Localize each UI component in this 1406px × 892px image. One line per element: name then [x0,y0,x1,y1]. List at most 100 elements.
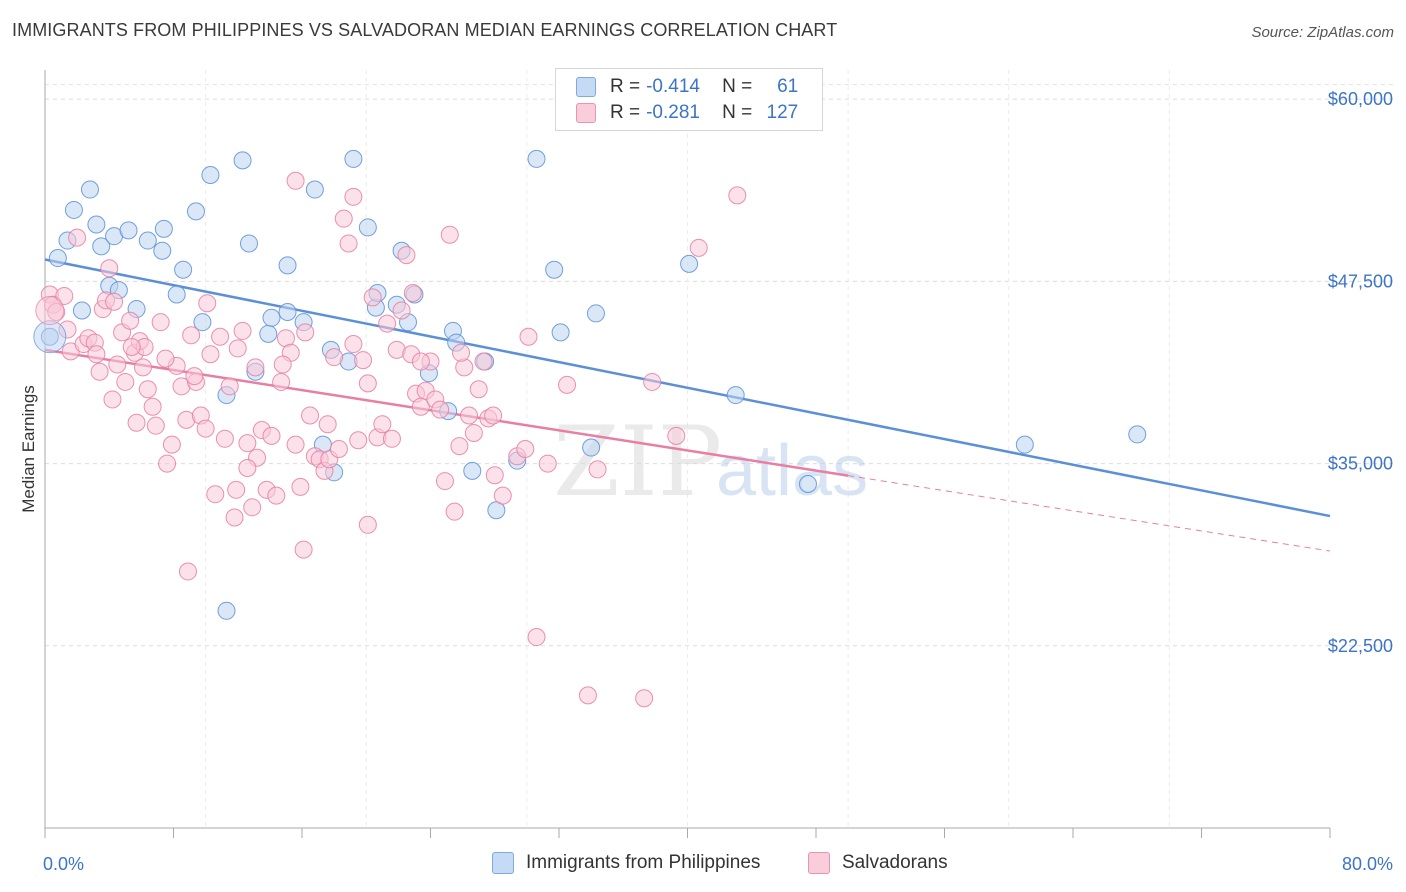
salvadoran-point [296,323,315,342]
salvadoran-point [493,486,512,505]
salvadoran-point [403,284,422,303]
philippines-point [1128,425,1147,444]
salvadoran-point [100,259,119,278]
y-axis-label: Median Earnings [19,385,38,513]
salvadoran-point [349,431,368,450]
philippines-point [193,313,212,332]
salvadoran-point [635,689,654,708]
salvadoran-point [178,562,197,581]
salvadoran-point [272,372,291,391]
salvadoran-point [127,413,146,432]
legend-r-value-philippines: -0.414 [646,76,700,97]
salvadoran-point [87,345,106,364]
salvadoran-point [578,686,597,705]
salvadoran-point [201,345,220,364]
salvadoran-point [334,209,353,228]
legend-swatch-philippines [576,77,596,97]
salvadoran-point [211,327,230,346]
philippines-point [463,461,482,480]
salvadoran-point [133,358,152,377]
philippines-trend-line [44,258,1331,518]
philippines-point [92,237,111,256]
salvadoran-point [431,400,450,419]
philippines-point [80,180,99,199]
salvadoran-point [243,498,262,517]
salvadoran-point [450,437,469,456]
salvadoran-point [238,434,257,453]
philippines-point [278,302,297,321]
philippines-point [217,601,236,620]
salvadoran-trend-line-extension [848,475,1331,552]
salvadoran-point [182,326,201,345]
salvadoran-point [220,377,239,396]
philippines-point [87,215,106,234]
bottom-legend-salvadorans: Salvadorans [808,852,948,874]
chart-title: IMMIGRANTS FROM PHILIPPINES VS SALVADORA… [12,20,838,40]
philippines-point [259,324,278,343]
philippines-point [153,241,172,260]
salvadoran-point [689,238,708,257]
salvadoran-point [643,372,662,391]
salvadoran-point-large [35,296,65,326]
legend-swatch-salvadorans [576,103,596,123]
salvadoran-point [373,415,392,434]
salvadoran-point [55,286,74,305]
salvadoran-point [329,440,348,458]
salvadoran-point [138,380,157,399]
salvadoran-point [354,351,373,370]
salvadoran-point [445,502,464,521]
salvadoran-point [238,458,257,477]
axis-labels: $22,500 $35,000 $47,500 $60,000 0.0% 80.0% Med… [19,89,1393,874]
salvadoran-point [358,515,377,534]
salvadoran-point [519,327,538,346]
salvadoran-point [485,466,504,485]
philippines-point [582,438,601,457]
philippines-point [239,234,258,253]
grid-lines [45,70,1393,828]
philippines-point [344,149,363,168]
salvadoran-point [233,321,252,340]
salvadoran-point [318,415,337,434]
bottom-legend-swatch-salvadorans [808,852,830,874]
salvadoran-point [162,435,181,454]
salvadoran-point [484,406,503,425]
salvadoran-point [68,228,87,247]
legend-r-label: R = [610,102,641,123]
legend-r-label: R = [610,76,641,97]
salvadoran-point [344,335,363,354]
salvadoran-point [262,426,281,445]
salvadoran-point [382,429,401,448]
salvadoran-point [206,485,225,504]
salvadoran-point [294,540,313,559]
salvadoran-point [151,313,170,332]
salvadoran-point [146,416,165,435]
salvadoran-point [728,186,747,205]
philippines-point [201,165,220,184]
salvadoran-point [667,426,686,445]
salvadoran-point [588,460,607,479]
salvadoran-point [411,352,430,371]
bottom-legend-label-salvadorans: Salvadorans [842,852,948,873]
salvadoran-point [273,355,292,374]
watermark-zip: ZIP [553,406,722,518]
legend-n-label: N = [722,76,753,97]
y-tick-label: $35,000 [1328,454,1393,474]
axes [44,70,1331,838]
legend-row-philippines: R = -0.414 N = 61 [576,74,798,100]
salvadoran-point [440,225,459,244]
philippines-point [233,151,252,170]
salvadoran-point [246,358,265,377]
salvadoran-point [464,423,483,442]
salvadoran-point [286,171,305,190]
y-tick-label: $22,500 [1328,636,1393,656]
philippines-point [48,249,67,268]
salvadoran-point [301,406,320,425]
salvadoran-point [215,429,234,448]
salvadoran-point [158,454,177,473]
legend-r-value-salvadorans: -0.281 [646,102,700,123]
philippines-point [72,301,91,320]
y-tick-label: $47,500 [1328,271,1393,291]
philippines-point [186,202,205,221]
salvadoran-point [196,419,215,438]
